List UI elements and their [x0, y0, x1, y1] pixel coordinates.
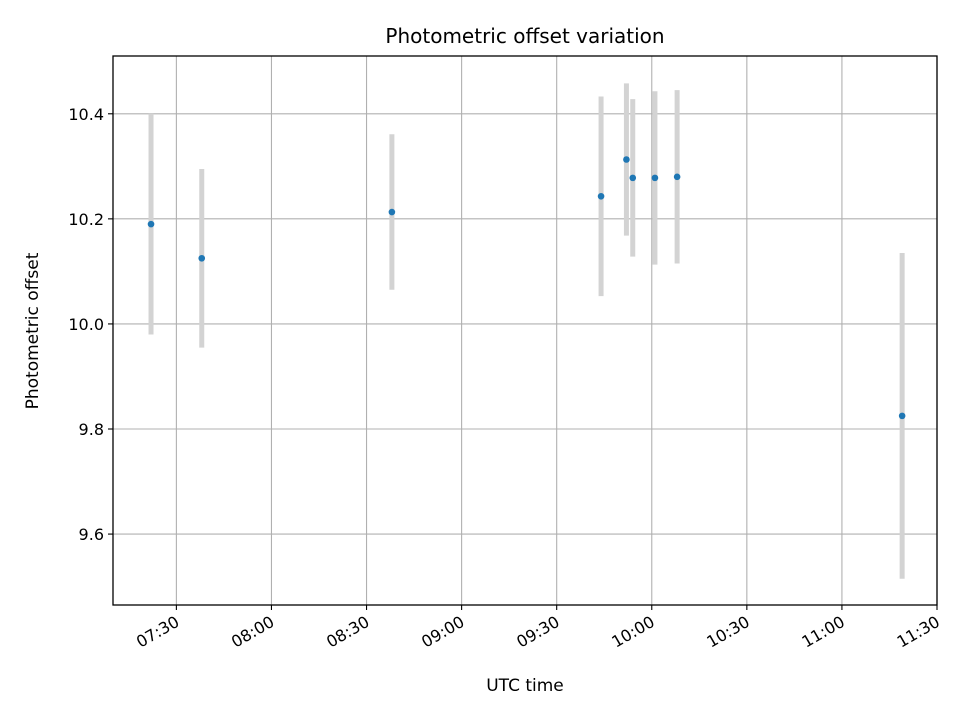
x-axis-title: UTC time: [486, 676, 564, 696]
data-point: [673, 173, 681, 181]
x-tick-label: 10:00: [608, 612, 657, 652]
chart-title: Photometric offset variation: [385, 24, 664, 48]
data-point: [147, 220, 155, 228]
y-tick-label: 10.2: [68, 210, 104, 229]
x-tick-label: 10:30: [703, 612, 752, 652]
x-tick-label: 11:00: [798, 612, 847, 652]
plot-frame: [112, 55, 938, 606]
x-tick-label: 08:30: [323, 612, 372, 652]
y-tick-label: 10.0: [68, 315, 104, 334]
data-point: [198, 254, 206, 262]
x-tick-label: 07:30: [133, 612, 182, 652]
y-axis-title: Photometric offset: [23, 252, 43, 409]
data-points: [147, 156, 906, 420]
data-point: [898, 412, 906, 420]
y-tick-label: 9.6: [79, 525, 104, 544]
error-bars: [148, 83, 905, 579]
x-tick-label: 09:00: [418, 612, 467, 652]
data-point: [629, 174, 637, 182]
data-point: [651, 174, 659, 182]
x-tick-label: 11:30: [894, 612, 943, 652]
x-tick-label: 08:00: [228, 612, 277, 652]
grid: [113, 56, 938, 605]
data-point: [388, 208, 396, 216]
y-tick-label: 9.8: [79, 420, 104, 439]
x-tick-label: 09:30: [513, 612, 562, 652]
data-point: [623, 156, 630, 163]
y-tick-label: 10.4: [68, 105, 104, 124]
data-point: [597, 192, 605, 200]
